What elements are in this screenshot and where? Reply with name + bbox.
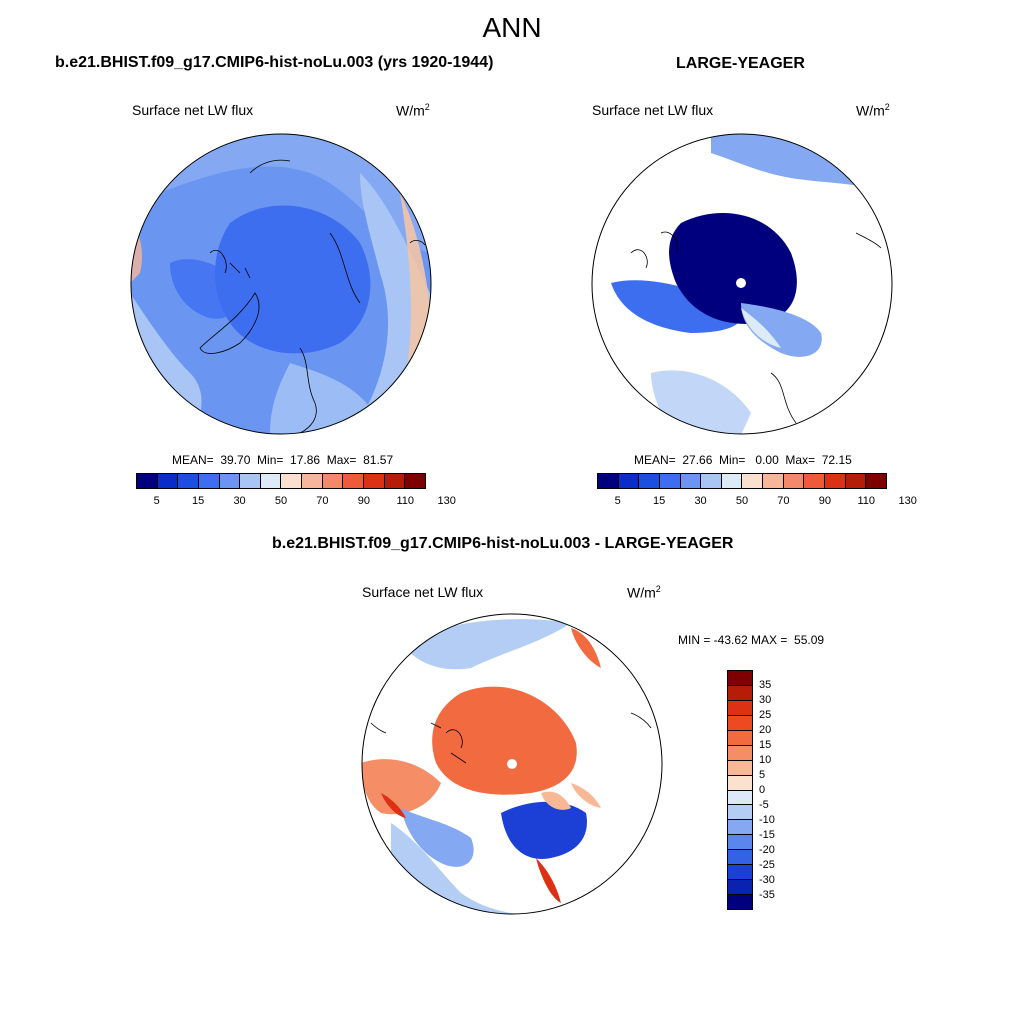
panel-diff-colorbar-box xyxy=(728,745,752,761)
panel-right-colorbar-box xyxy=(804,474,826,488)
panel-diff-colorbar xyxy=(727,670,753,910)
panel-diff-title: b.e21.BHIST.f09_g17.CMIP6-hist-noLu.003 … xyxy=(272,535,734,552)
panel-right-colorbar-box xyxy=(618,474,640,488)
panel-right-colorbar-tick-label: 110 xyxy=(857,495,876,507)
panel-diff-colorbar-tick-label: 25 xyxy=(759,709,772,721)
panel-diff-colorbar-box xyxy=(728,775,752,791)
panel-left-colorbar-box xyxy=(322,474,344,488)
panel-left-colorbar-box xyxy=(260,474,282,488)
panel-right-colorbar-box xyxy=(701,474,722,488)
panel-right-colorbar-box xyxy=(742,474,764,488)
panel-left-title: b.e21.BHIST.f09_g17.CMIP6-hist-noLu.003 … xyxy=(55,54,494,71)
panel-right-colorbar-tick-label: 15 xyxy=(653,495,666,507)
panel-right-colorbar-tick-label: 50 xyxy=(735,495,749,507)
panel-left-colorbar-tick-label: 50 xyxy=(274,495,288,507)
panel-diff-colorbar-box xyxy=(728,865,752,881)
panel-diff-colorbar-tick-label: 35 xyxy=(759,679,772,691)
panel-right-colorbar-box xyxy=(763,474,784,488)
panel-left-colorbar-box xyxy=(302,474,323,488)
panel-left-colorbar-box xyxy=(405,474,425,488)
panel-diff-colorbar-tick-label: -15 xyxy=(759,829,775,841)
panel-diff-colorbar-tick-label: -25 xyxy=(759,859,775,871)
panel-right-colorbar-box xyxy=(866,474,886,488)
panel-diff-colorbar-tick-label: 0 xyxy=(759,784,766,796)
panel-right-colorbar-tick-label: 70 xyxy=(777,495,790,507)
panel-left-colorbar-box xyxy=(178,474,199,488)
panel-right-units: W/m2 xyxy=(856,102,890,119)
panel-left-colorbar-box xyxy=(219,474,241,488)
panel-right-variable-label: Surface net LW flux xyxy=(592,102,714,118)
panel-diff-polar-map xyxy=(361,613,663,915)
panel-left-colorbar-tick-label: 5 xyxy=(153,495,160,507)
panel-diff-colorbar-tick-label: 15 xyxy=(759,739,772,751)
panel-right-colorbar-box xyxy=(721,474,743,488)
panel-left-colorbar xyxy=(136,473,426,489)
panel-left-colorbar-tick-label: 110 xyxy=(396,495,415,507)
panel-left-polar-map xyxy=(130,133,432,435)
panel-diff-colorbar-box xyxy=(728,715,752,731)
panel-right-colorbar-tick-label: 30 xyxy=(694,495,707,507)
panel-diff-colorbar-box xyxy=(728,850,752,866)
panel-diff-colorbar-box xyxy=(728,671,752,686)
panel-diff-colorbar-tick-label: 20 xyxy=(759,724,772,736)
panel-left-colorbar-box xyxy=(240,474,261,488)
panel-left-colorbar-tick-label: 130 xyxy=(437,495,456,507)
panel-left-variable-label: Surface net LW flux xyxy=(132,102,254,118)
panel-right-colorbar-box xyxy=(825,474,846,488)
panel-left-colorbar-box xyxy=(281,474,303,488)
panel-left-colorbar-box xyxy=(198,474,220,488)
panel-diff-colorbar-tick-label: -5 xyxy=(759,799,769,811)
panel-diff-variable-label: Surface net LW flux xyxy=(362,584,484,600)
panel-diff-stats: MIN = -43.62 MAX = 55.09 xyxy=(678,633,825,647)
panel-right-colorbar-box xyxy=(680,474,702,488)
panel-diff-colorbar-tick-label: 5 xyxy=(759,769,766,781)
panel-diff-units: W/m2 xyxy=(627,584,661,601)
panel-diff-colorbar-box xyxy=(728,685,752,701)
panel-diff-colorbar-tick-label: -30 xyxy=(759,874,775,886)
panel-left-colorbar-tick-label: 70 xyxy=(316,495,329,507)
panel-diff-colorbar-box xyxy=(728,805,752,821)
panel-right-colorbar-box xyxy=(659,474,681,488)
panel-right-polar-map xyxy=(591,133,893,435)
figure-title: ANN xyxy=(482,12,542,43)
panel-left-colorbar-tick-label: 30 xyxy=(233,495,246,507)
panel-right-colorbar-tick-label: 130 xyxy=(898,495,917,507)
panel-diff-colorbar-tick-label: 30 xyxy=(759,694,772,706)
panel-right-colorbar xyxy=(597,473,887,489)
panel-right-colorbar-box xyxy=(598,474,619,488)
panel-diff-colorbar-box xyxy=(728,760,752,776)
panel-right-colorbar-box xyxy=(845,474,867,488)
panel-diff-colorbar-box xyxy=(728,700,752,716)
panel-diff-colorbar-box xyxy=(728,895,752,909)
panel-diff-colorbar-tick-label: 10 xyxy=(759,754,772,766)
panel-diff-colorbar-box xyxy=(728,880,752,896)
panel-diff-colorbar-box xyxy=(728,820,752,836)
panel-left-colorbar-box xyxy=(384,474,406,488)
panel-left-colorbar-tick-label: 90 xyxy=(357,495,370,507)
panel-right-colorbar-box xyxy=(783,474,805,488)
panel-diff-colorbar-box xyxy=(728,730,752,746)
panel-right-colorbar-box xyxy=(639,474,660,488)
panel-right-title: LARGE-YEAGER xyxy=(676,55,805,72)
panel-left-colorbar-box xyxy=(364,474,385,488)
panel-right-stats: MEAN= 27.66 Min= 0.00 Max= 72.15 xyxy=(634,453,852,467)
panel-left-colorbar-box xyxy=(157,474,179,488)
panel-right-colorbar-tick-label: 90 xyxy=(818,495,831,507)
panel-diff-colorbar-box xyxy=(728,835,752,851)
panel-right-colorbar-tick-label: 5 xyxy=(614,495,621,507)
panel-left-colorbar-tick-label: 15 xyxy=(192,495,205,507)
panel-diff-colorbar-box xyxy=(728,790,752,806)
panel-diff-colorbar-tick-label: -20 xyxy=(759,844,775,856)
panel-left-colorbar-box xyxy=(343,474,365,488)
panel-left-colorbar-box xyxy=(137,474,158,488)
panel-diff-colorbar-tick-label: -10 xyxy=(759,814,775,826)
panel-left-stats: MEAN= 39.70 Min= 17.86 Max= 81.57 xyxy=(172,453,394,467)
panel-left-units: W/m2 xyxy=(396,102,430,119)
panel-diff-colorbar-tick-label: -35 xyxy=(759,889,775,901)
